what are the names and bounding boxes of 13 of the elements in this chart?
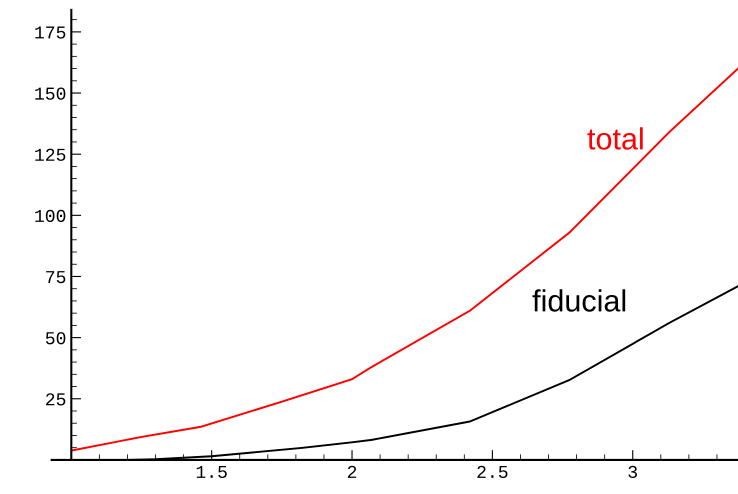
x-tick-label: 1.5 bbox=[196, 466, 227, 478]
series-label: total bbox=[587, 127, 643, 150]
series-label: fiducial bbox=[532, 289, 626, 312]
y-tick-label: 175 bbox=[35, 26, 66, 39]
y-tick-label: 50 bbox=[46, 332, 66, 344]
y-tick-label: 125 bbox=[35, 148, 66, 161]
y-tick-label: 25 bbox=[46, 393, 66, 406]
x-tick-label: 2 bbox=[348, 466, 356, 478]
y-tick-label: 150 bbox=[35, 88, 66, 100]
y-tick-label: 75 bbox=[46, 271, 66, 284]
y-tick-label: 100 bbox=[35, 210, 66, 222]
x-tick-label: 2.5 bbox=[477, 466, 508, 478]
x-tick-label: 3 bbox=[628, 466, 638, 478]
